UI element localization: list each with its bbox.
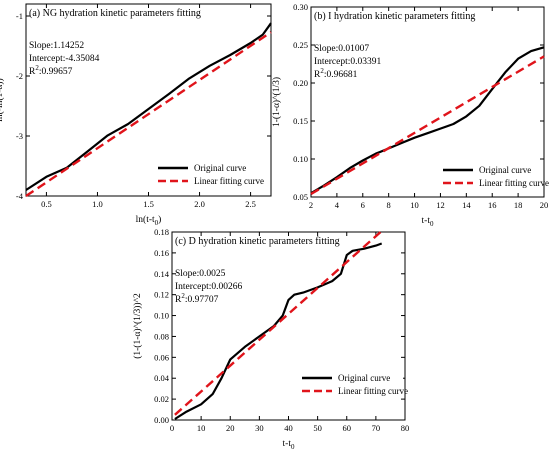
y-tick-label: 0.04 bbox=[154, 373, 170, 383]
x-axis-label: t-t0 bbox=[283, 439, 295, 451]
panel-b-i-fitting: 2 4 6 8 10 12 14 16 18 20 0.05 0.10 0.15 0.20 0.25 0.30… bbox=[271, 2, 549, 228]
legend-box bbox=[298, 371, 403, 397]
x-tick-label: 4 bbox=[335, 200, 340, 210]
series-line-original bbox=[174, 242, 383, 420]
slope-text: Slope:1.14252 bbox=[29, 41, 84, 51]
x-tick-label: 2 bbox=[309, 200, 313, 210]
plot-frame bbox=[310, 6, 545, 198]
x-tick-label: 1.5 bbox=[143, 199, 154, 209]
y-tick-label: 0.16 bbox=[154, 248, 169, 258]
y-axis-label: 1-(1-α)^(1/3) bbox=[271, 77, 282, 127]
x-tick-label: 30 bbox=[255, 423, 264, 433]
y-tick-label: 0.12 bbox=[154, 290, 169, 300]
panel-title: (c) D hydration kinetic parameters fitti… bbox=[175, 236, 340, 247]
x-tick-label: 16 bbox=[488, 200, 497, 210]
y-axis-label: ln(-ln(1-α)) bbox=[0, 78, 5, 122]
x-tick-label: 80 bbox=[401, 423, 410, 433]
x-tick-label: 14 bbox=[462, 200, 471, 210]
series-line-linear-fit bbox=[25, 31, 272, 197]
x-tick-label: 0.5 bbox=[41, 199, 52, 209]
x-axis-label: t-t0 bbox=[422, 216, 434, 228]
x-tick-label: 2.5 bbox=[245, 199, 256, 209]
legend: Original curve Linear fitting curve bbox=[298, 371, 408, 397]
y-tick-label: 0.15 bbox=[293, 116, 308, 126]
y-axis-label: (1-(1-α)^(1/3))^2 bbox=[132, 293, 143, 359]
series-line-linear-fit bbox=[310, 55, 545, 196]
y-tick-label: 0.10 bbox=[154, 311, 169, 321]
x-tick-label: 8 bbox=[387, 200, 391, 210]
legend-box bbox=[154, 161, 269, 187]
r-squared-text: R2:0.96681 bbox=[314, 67, 358, 80]
panel-title: (b) I hydration kinetic parameters fitti… bbox=[314, 11, 475, 22]
y-tick-label: 0.05 bbox=[293, 192, 308, 202]
x-tick-label: 0 bbox=[170, 423, 174, 433]
y-tick-label: 0.02 bbox=[154, 394, 169, 404]
series-line-linear-fit bbox=[174, 230, 383, 416]
x-tick-label: 1.0 bbox=[92, 199, 103, 209]
x-tick-label: 20 bbox=[540, 200, 549, 210]
x-tick-label: 6 bbox=[361, 200, 365, 210]
panel-c-d-fitting: 0 10 20 30 40 50 60 70 80 0.00 0.02 0.04 0.06 0.08 0.1… bbox=[132, 227, 409, 451]
x-tick-label: 10 bbox=[197, 423, 206, 433]
slope-text: Slope:0.0025 bbox=[175, 269, 226, 279]
y-tick-label: 0.06 bbox=[154, 352, 169, 362]
y-tick-label: 0.20 bbox=[293, 78, 308, 88]
x-tick-label: 18 bbox=[514, 200, 523, 210]
x-tick-label: 40 bbox=[284, 423, 293, 433]
legend-label-original: Original curve bbox=[479, 165, 531, 175]
legend-label-original: Original curve bbox=[338, 373, 390, 383]
legend-label-fit: Linear fitting curve bbox=[194, 176, 264, 186]
y-tick-label: 0.18 bbox=[154, 227, 169, 237]
intercept-text: Intercept:-4.35084 bbox=[29, 54, 100, 64]
y-tick-label: 0.00 bbox=[154, 415, 169, 425]
x-tick-label: 50 bbox=[313, 423, 322, 433]
intercept-text: Intercept:0.03391 bbox=[314, 57, 382, 67]
y-tick-label: 0.25 bbox=[293, 40, 308, 50]
y-tick-label: 0.14 bbox=[154, 269, 170, 279]
legend: Original curve Linear fitting curve bbox=[439, 163, 549, 189]
x-tick-label: 70 bbox=[372, 423, 381, 433]
series-line-original bbox=[310, 46, 545, 195]
panel-title: (a) NG hydration kinetic parameters fitt… bbox=[29, 8, 201, 19]
legend-box bbox=[439, 163, 542, 189]
x-tick-label: 12 bbox=[436, 200, 445, 210]
legend-label-fit: Linear fitting curve bbox=[338, 386, 408, 396]
x-axis-label: ln(t-t0) bbox=[136, 214, 162, 227]
r-squared-text: R2:0.97707 bbox=[175, 292, 219, 305]
y-tick-label: -1 bbox=[16, 11, 23, 21]
panel-a-ng-fitting: 0.5 1.0 1.5 2.0 2.5 -4 -3 -2 -1 (a) NG hydration … bbox=[0, 3, 272, 227]
legend-label-fit: Linear fitting curve bbox=[479, 178, 549, 188]
x-tick-label: 60 bbox=[343, 423, 352, 433]
x-tick-label: 10 bbox=[410, 200, 419, 210]
y-tick-label: -2 bbox=[16, 71, 23, 81]
x-tick-label: 20 bbox=[226, 423, 235, 433]
y-tick-label: -3 bbox=[16, 131, 23, 141]
series-line-original bbox=[25, 22, 272, 191]
r-squared-text: R2:0.99657 bbox=[29, 64, 73, 77]
y-tick-label: 0.08 bbox=[154, 331, 169, 341]
x-tick-label: 2.0 bbox=[194, 199, 205, 209]
legend: Original curve Linear fitting curve bbox=[154, 161, 269, 187]
y-tick-label: 0.30 bbox=[293, 2, 308, 12]
y-tick-label: -4 bbox=[16, 191, 24, 201]
intercept-text: Intercept:0.00266 bbox=[175, 282, 243, 292]
slope-text: Slope:0.01007 bbox=[314, 44, 369, 54]
legend-label-original: Original curve bbox=[194, 163, 246, 173]
y-tick-label: 0.10 bbox=[293, 154, 308, 164]
